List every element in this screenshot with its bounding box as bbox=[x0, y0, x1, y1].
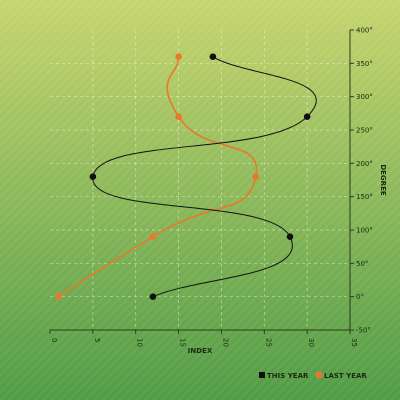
x-tick-label: 35 bbox=[350, 338, 358, 347]
data-point-last-year bbox=[252, 173, 260, 180]
x-tick-label: 30 bbox=[307, 338, 315, 347]
y-axis-title: DEGREE bbox=[379, 164, 387, 196]
data-point-this-year bbox=[89, 173, 97, 180]
x-tick-label: 0 bbox=[50, 338, 58, 342]
series-last-year bbox=[55, 53, 260, 300]
y-tick-label: 0° bbox=[356, 293, 364, 301]
legend-swatch-last-year bbox=[316, 372, 322, 378]
data-point-this-year bbox=[149, 293, 157, 300]
y-tick-label: 50° bbox=[356, 260, 368, 268]
y-tick-label: -50° bbox=[356, 327, 371, 335]
data-point-last-year bbox=[175, 113, 182, 120]
y-tick-label: 250° bbox=[356, 127, 373, 135]
data-point-this-year bbox=[209, 53, 217, 60]
x-axis-title: INDEX bbox=[188, 347, 213, 355]
y-tick-label: 350° bbox=[356, 60, 373, 68]
grid-layer bbox=[50, 30, 350, 330]
y-tick-label: 150° bbox=[356, 193, 373, 201]
legend-label-this-year: THIS YEAR bbox=[267, 372, 309, 380]
y-tick-label: 100° bbox=[356, 227, 373, 235]
data-point-this-year bbox=[303, 113, 311, 120]
data-point-last-year bbox=[175, 53, 182, 60]
legend-swatch-this-year bbox=[259, 372, 265, 378]
y-tick-label: 300° bbox=[356, 93, 373, 101]
x-tick-label: 15 bbox=[179, 338, 187, 347]
legend-label-last-year: LAST YEAR bbox=[324, 372, 367, 380]
series-layer bbox=[55, 53, 317, 300]
x-tick-label: 10 bbox=[136, 338, 144, 347]
axis-layer: 0 5 10 15 20 25 30 35 -50° 0° 50° 100° 150° 200° 250° 3… bbox=[49, 27, 387, 355]
x-tick-label: 5 bbox=[93, 338, 101, 342]
y-tick-label: 400° bbox=[356, 27, 373, 35]
x-tick-label: 25 bbox=[264, 338, 272, 347]
data-point-last-year bbox=[149, 233, 157, 240]
legend: THIS YEAR LAST YEAR bbox=[259, 372, 367, 380]
x-tick-label: 20 bbox=[221, 338, 229, 347]
y-tick-label: 200° bbox=[356, 160, 373, 168]
data-point-last-year bbox=[55, 293, 62, 300]
series-this-year bbox=[89, 53, 317, 300]
data-point-this-year bbox=[286, 233, 294, 240]
